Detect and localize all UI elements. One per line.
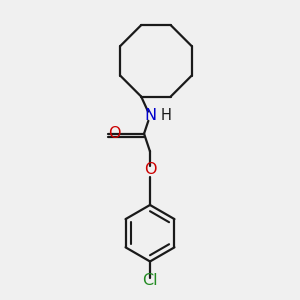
Text: O: O: [144, 162, 156, 177]
Text: Cl: Cl: [142, 273, 158, 288]
Text: N: N: [144, 108, 156, 123]
Text: H: H: [161, 108, 172, 123]
Text: O: O: [108, 126, 121, 141]
